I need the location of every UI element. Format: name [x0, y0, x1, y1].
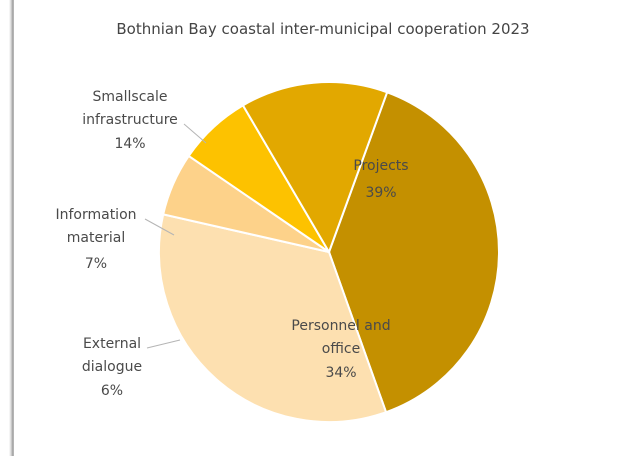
slice-label-1-0: Personnel and	[291, 318, 390, 334]
slice-label-3-1: material	[67, 230, 125, 246]
slice-value-label-4: 14%	[114, 136, 145, 152]
slice-label-2-1: dialogue	[82, 359, 142, 375]
pie-slice-1	[158, 213, 388, 423]
pie-slice-4	[241, 81, 389, 255]
slice-value-label-2: 6%	[101, 383, 123, 399]
slice-label-2-0: External	[83, 336, 141, 352]
slice-value-label-0: 39%	[365, 185, 396, 201]
slice-label-1-1: office	[322, 341, 360, 357]
leader-line-4	[183, 123, 207, 144]
slice-label-3-0: Information	[55, 207, 136, 223]
leader-line-2	[146, 339, 181, 349]
chart-title: Bothnian Bay coastal inter-municipal coo…	[116, 20, 530, 38]
leader-line-3	[144, 218, 175, 236]
slice-label-4-1: infrastructure	[82, 112, 178, 128]
slice-value-label-3: 7%	[85, 256, 107, 272]
slice-label-0-0: Projects	[353, 158, 408, 174]
pie-slice-0	[327, 90, 500, 414]
slice-label-4-0: Smallscale	[93, 89, 168, 105]
window-edge	[0, 0, 14, 456]
slice-value-label-1: 34%	[325, 365, 356, 381]
